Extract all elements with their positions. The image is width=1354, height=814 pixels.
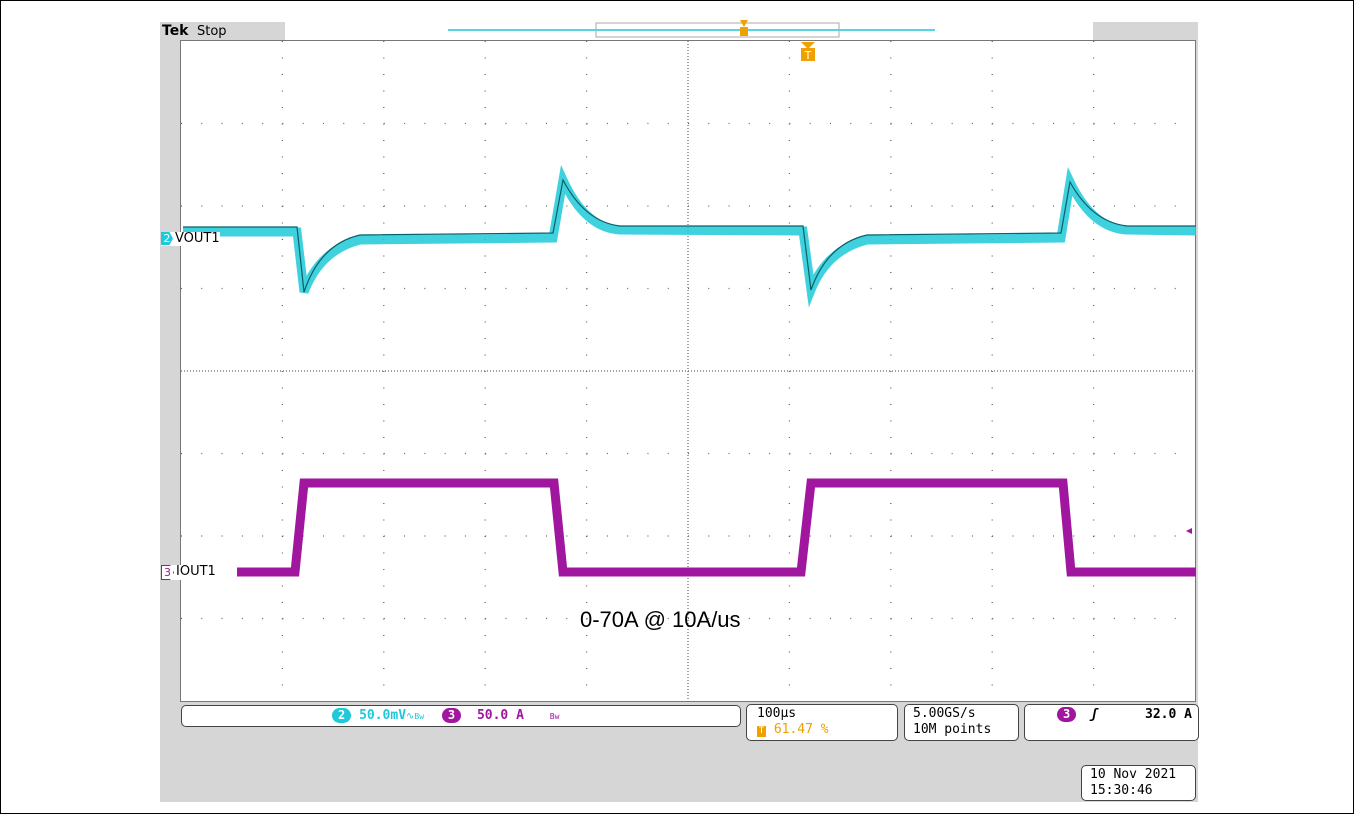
time: 15:30:46 [1090,783,1153,798]
ch3-marker-icon: 3 [161,565,174,580]
iout1-trace [237,478,1196,577]
graticule-gridlines [181,41,1195,701]
vout1-trace [183,164,1197,308]
ch3-bw-icon: Bw [549,712,560,721]
ch2-label: 2 VOUT1 [161,232,220,246]
record-view-bar [285,22,1093,40]
trigger-position: 61.47 % [773,722,829,737]
ch3-badge: 3 [441,708,462,723]
vertical-scale-readout[interactable]: 2 50.0mV∿Bw 3 50.0 A Bw [181,705,741,727]
svg-text:T: T [804,49,812,62]
datetime-readout: 10 Nov 2021 15:30:46 [1081,765,1196,801]
trigger-readout[interactable]: 3 ʃ 32.0 A [1024,704,1199,741]
ch2-marker-icon: 2 [161,232,173,245]
ch3-name: IOUT1 [176,564,216,579]
trigger-source-badge: 3 [1057,707,1077,722]
ch2-coupling-icon: ∿ [406,711,415,722]
rising-edge-icon: ʃ [1090,707,1098,722]
horizontal-scale: 100µs [757,706,797,721]
acquisition-readout[interactable]: 5.00GS/s 10M points [904,704,1019,741]
date: 10 Nov 2021 [1090,767,1177,782]
trigger-position-icon: T [757,726,766,737]
ch2-name: VOUT1 [175,231,220,246]
ch3-scale: 50.0 A [476,708,524,723]
record-length: 10M points [913,722,992,737]
acquisition-state: Stop [197,24,227,39]
sample-rate: 5.00GS/s [913,706,976,721]
record-trigger-marker-icon [740,20,748,36]
ch2-scale: 50.0mV [359,708,407,723]
trigger-level-marker-icon [1186,528,1192,534]
vout1-trace-envelope [183,178,1196,293]
load-step-annotation: 0-70A @ 10A/us [580,607,741,632]
ch3-label: 3 IOUT1 [161,565,216,580]
trigger-level: 32.0 A [1145,707,1192,722]
trigger-position-marker-icon: T [801,42,815,62]
ch2-bw-icon: Bw [414,712,425,721]
record-view-window [595,22,840,38]
brand-logo: Tek [162,23,189,39]
ch2-badge: 2 [332,708,352,723]
timebase-readout[interactable]: 100µs T 61.47 % [746,704,898,741]
